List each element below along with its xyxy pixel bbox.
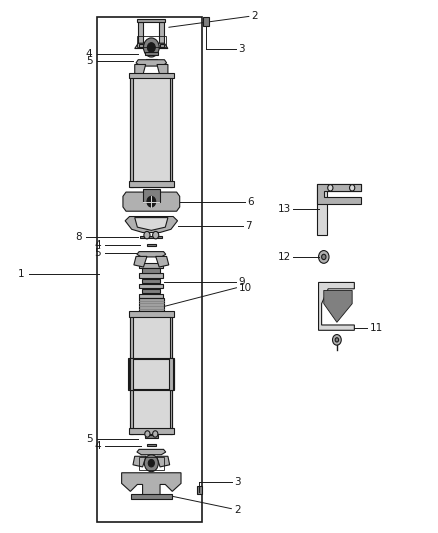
Text: 11: 11: [370, 322, 383, 333]
Bar: [145, 52, 158, 55]
Bar: [131, 314, 172, 434]
Bar: [129, 73, 173, 78]
Bar: [141, 236, 162, 238]
Polygon shape: [138, 22, 144, 43]
Bar: [131, 76, 172, 187]
Circle shape: [147, 196, 155, 207]
Polygon shape: [317, 184, 361, 235]
Bar: [203, 17, 208, 26]
Polygon shape: [159, 22, 164, 43]
Text: 5: 5: [86, 434, 92, 445]
Text: 13: 13: [278, 204, 291, 214]
Bar: [170, 76, 172, 187]
Text: 4: 4: [86, 49, 92, 59]
Bar: [137, 36, 166, 47]
Bar: [146, 59, 157, 64]
Bar: [139, 284, 163, 288]
Polygon shape: [137, 252, 166, 257]
Polygon shape: [155, 256, 169, 267]
Text: 5: 5: [86, 56, 92, 66]
Circle shape: [350, 184, 355, 191]
Polygon shape: [136, 60, 166, 66]
Bar: [131, 314, 133, 434]
Bar: [197, 486, 202, 494]
Polygon shape: [135, 64, 146, 76]
Bar: [130, 358, 134, 390]
Polygon shape: [125, 216, 177, 232]
Bar: [139, 44, 143, 47]
Polygon shape: [318, 282, 354, 330]
Bar: [142, 289, 160, 293]
Bar: [139, 298, 164, 314]
Bar: [139, 294, 163, 298]
Bar: [139, 457, 164, 470]
Text: 5: 5: [95, 248, 101, 258]
Circle shape: [152, 231, 159, 239]
Text: 3: 3: [239, 44, 245, 53]
Text: 10: 10: [239, 283, 252, 293]
Circle shape: [144, 38, 159, 57]
Bar: [142, 268, 160, 273]
Polygon shape: [324, 290, 352, 322]
Circle shape: [321, 254, 326, 260]
Bar: [129, 311, 173, 317]
Polygon shape: [156, 456, 170, 467]
Text: 2: 2: [166, 495, 241, 515]
Circle shape: [148, 43, 155, 52]
Bar: [169, 358, 173, 390]
Bar: [138, 19, 165, 22]
Polygon shape: [137, 449, 166, 455]
Text: 12: 12: [278, 252, 291, 262]
Text: 2: 2: [169, 11, 258, 27]
Bar: [143, 189, 160, 201]
Bar: [139, 263, 163, 268]
Polygon shape: [157, 64, 168, 76]
Circle shape: [318, 251, 329, 263]
Polygon shape: [134, 256, 147, 267]
Circle shape: [152, 431, 158, 437]
Bar: [131, 494, 172, 499]
Text: 7: 7: [245, 221, 252, 231]
Text: 9: 9: [239, 278, 245, 287]
Bar: [131, 76, 133, 187]
Text: 8: 8: [75, 232, 81, 243]
Circle shape: [144, 231, 150, 239]
Polygon shape: [135, 43, 168, 49]
Bar: [147, 443, 156, 446]
Bar: [129, 427, 173, 434]
Bar: [159, 44, 164, 47]
Bar: [129, 181, 173, 187]
Circle shape: [335, 338, 339, 342]
Circle shape: [332, 335, 341, 345]
Text: 4: 4: [95, 441, 101, 451]
Polygon shape: [133, 456, 146, 467]
Polygon shape: [123, 192, 180, 211]
Circle shape: [145, 431, 150, 437]
Bar: [147, 244, 156, 246]
Text: 4: 4: [95, 240, 101, 250]
Text: 6: 6: [247, 197, 254, 207]
Polygon shape: [122, 473, 181, 497]
Bar: [170, 314, 172, 434]
Bar: [139, 273, 163, 278]
Text: 3: 3: [234, 477, 241, 487]
Text: 1: 1: [18, 270, 25, 279]
Polygon shape: [317, 184, 361, 204]
Circle shape: [145, 455, 158, 472]
Circle shape: [148, 459, 154, 467]
Bar: [145, 435, 158, 438]
Circle shape: [328, 184, 333, 191]
Bar: [128, 358, 174, 390]
Bar: [142, 279, 160, 283]
Bar: [129, 359, 173, 389]
Polygon shape: [135, 217, 168, 230]
